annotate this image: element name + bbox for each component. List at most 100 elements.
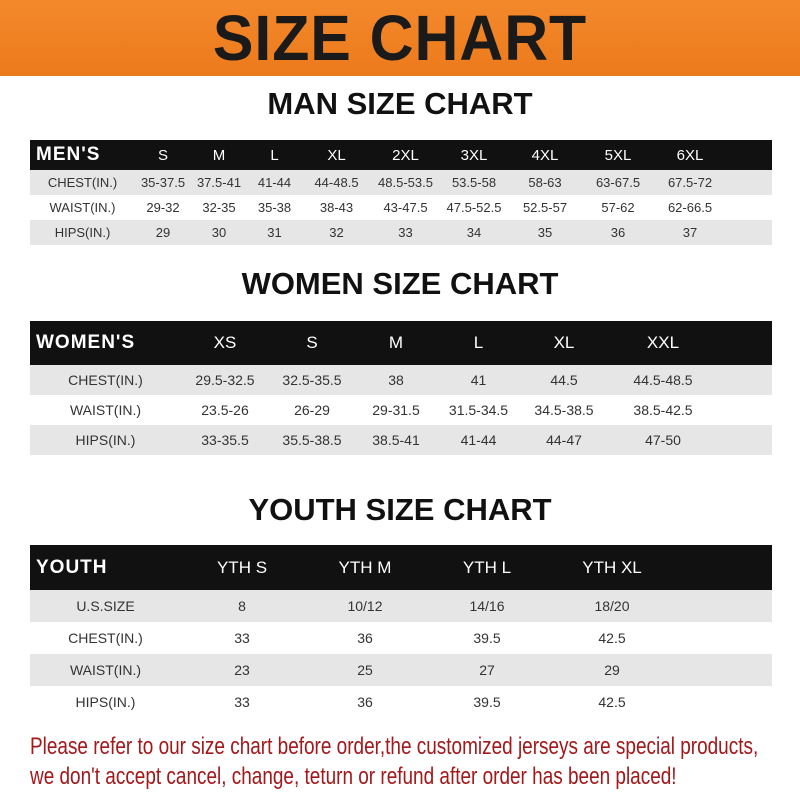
cell: XXL (646, 333, 680, 352)
cell: 29-31.5 (372, 402, 420, 418)
cell: 41-44 (460, 432, 497, 448)
cell: 6XL (676, 146, 704, 164)
row-label: MEN'S (36, 144, 101, 165)
row-label: WAIST(IN.) (69, 402, 142, 418)
table-row: CHEST(IN.) 33 36 39.5 42.5 (30, 622, 772, 654)
cell: S (306, 333, 318, 352)
cell: 27 (479, 662, 495, 678)
row-label: YOUTH (36, 556, 108, 578)
cell: 33 (234, 630, 250, 646)
cell: 30 (211, 225, 227, 240)
cell: 41-44 (257, 175, 292, 190)
cell: 67.5-72 (667, 175, 713, 190)
row-label: HIPS(IN.) (75, 694, 136, 710)
table-row: HIPS(IN.) 29 30 31 32 33 34 35 36 37 (30, 220, 772, 245)
cell: 33 (234, 694, 250, 710)
cell: 43-47.5 (383, 200, 428, 215)
cell: YTH M (338, 557, 392, 577)
notice-line-1: Please refer to our size chart before or… (30, 733, 759, 760)
cell: 32-35 (202, 200, 236, 215)
table-row: HIPS(IN.) 33 36 39.5 42.5 (30, 686, 772, 718)
cell: 31 (267, 225, 282, 240)
header-row: MEN'S S M L XL 2XL 3XL 4XL 5XL 6XL (30, 140, 772, 170)
cell: M (212, 146, 226, 164)
cell: 3XL (460, 146, 488, 164)
cell: 2XL (392, 146, 419, 164)
cell: 32 (329, 225, 344, 240)
cell: YTH S (216, 557, 268, 577)
cell: 38.5-41 (372, 432, 420, 448)
cell: 53.5-58 (451, 175, 497, 190)
row-label: U.S.SIZE (76, 598, 135, 614)
women-title: WOMEN SIZE CHART (241, 266, 559, 301)
cell: 26-29 (294, 402, 330, 418)
cell: 35-37.5 (140, 175, 186, 190)
row-label: CHEST(IN.) (68, 630, 143, 646)
cell: 8 (238, 598, 246, 614)
cell: 37 (682, 225, 698, 240)
cell: 33-35.5 (201, 432, 249, 448)
cell: YTH L (462, 557, 512, 577)
cell: L (270, 146, 279, 164)
cell: 35 (537, 225, 553, 240)
cell: 14/16 (469, 598, 505, 614)
cell: 31.5-34.5 (448, 402, 509, 418)
cell: 47.5-52.5 (446, 200, 502, 215)
table-row: WAIST(IN.) 29-32 32-35 35-38 38-43 43-47.5 47.… (30, 195, 772, 220)
row-label: CHEST(IN.) (47, 175, 118, 190)
cell: 37.5-41 (196, 175, 242, 190)
cell: 4XL (531, 146, 559, 164)
cell: 36 (357, 630, 373, 646)
cell: 48.5-53.5 (378, 175, 433, 190)
men-size-table: MEN'S S M L XL 2XL 3XL 4XL 5XL 6XL CHEST(IN.) 35-37… (30, 140, 772, 245)
row-label: WAIST(IN.) (69, 662, 142, 678)
youth-size-table: YOUTH YTH S YTH M YTH L YTH XL U.S.SIZE 8 10/12… (30, 545, 772, 718)
cell: 23.5-26 (201, 402, 249, 418)
notice-line-2: we don't accept cancel, change, teturn o… (30, 763, 677, 790)
header-row: WOMEN'S XS S M L XL XXL (30, 321, 772, 365)
cell: 38.5-42.5 (633, 402, 693, 418)
cell: 23 (234, 662, 250, 678)
table-row: U.S.SIZE 8 10/12 14/16 18/20 (30, 590, 772, 622)
cell: XL (553, 333, 575, 352)
cell: 44-48.5 (314, 175, 359, 190)
cell: 41 (470, 372, 487, 388)
cell: 42.5 (598, 630, 626, 646)
cell: 29-32 (146, 200, 180, 215)
youth-title: YOUTH SIZE CHART (248, 492, 552, 527)
cell: 44-47 (546, 432, 582, 448)
cell: 42.5 (598, 694, 626, 710)
cell: 44.5-48.5 (633, 372, 693, 388)
women-size-table: WOMEN'S XS S M L XL XXL CHEST(IN.) 29.5-32.5 32.5… (30, 321, 772, 455)
header-row: YOUTH YTH S YTH M YTH L YTH XL (30, 545, 772, 590)
cell: 35-38 (257, 200, 292, 215)
men-title: MAN SIZE CHART (267, 86, 533, 121)
cell: 52.5-57 (522, 200, 568, 215)
cell: S (157, 146, 168, 164)
cell: 39.5 (473, 630, 501, 646)
cell: 32.5-35.5 (282, 372, 342, 388)
row-label: HIPS(IN.) (54, 225, 111, 240)
cell: 29.5-32.5 (195, 372, 255, 388)
row-label: HIPS(IN.) (75, 432, 136, 448)
cell: 35.5-38.5 (282, 432, 342, 448)
cell: M (388, 333, 404, 352)
cell: 29 (604, 662, 620, 678)
table-row: WAIST(IN.) 23 25 27 29 (30, 654, 772, 686)
table-row: CHEST(IN.) 35-37.5 37.5-41 41-44 44-48.5 48.5… (30, 170, 772, 195)
cell: XS (213, 333, 237, 352)
row-label: WAIST(IN.) (49, 200, 116, 215)
cell: 34 (466, 225, 482, 240)
cell: 58-63 (528, 175, 562, 190)
row-label: CHEST(IN.) (68, 372, 143, 388)
cell: 39.5 (473, 694, 501, 710)
cell: 29 (155, 225, 171, 240)
cell: 44.5 (550, 372, 578, 388)
cell: 36 (357, 694, 373, 710)
cell: 47-50 (645, 432, 681, 448)
cell: 62-66.5 (667, 200, 713, 215)
cell: 57-62 (601, 200, 635, 215)
cell: 38 (388, 372, 404, 388)
cell: 34.5-38.5 (534, 402, 594, 418)
cell: L (473, 333, 484, 352)
